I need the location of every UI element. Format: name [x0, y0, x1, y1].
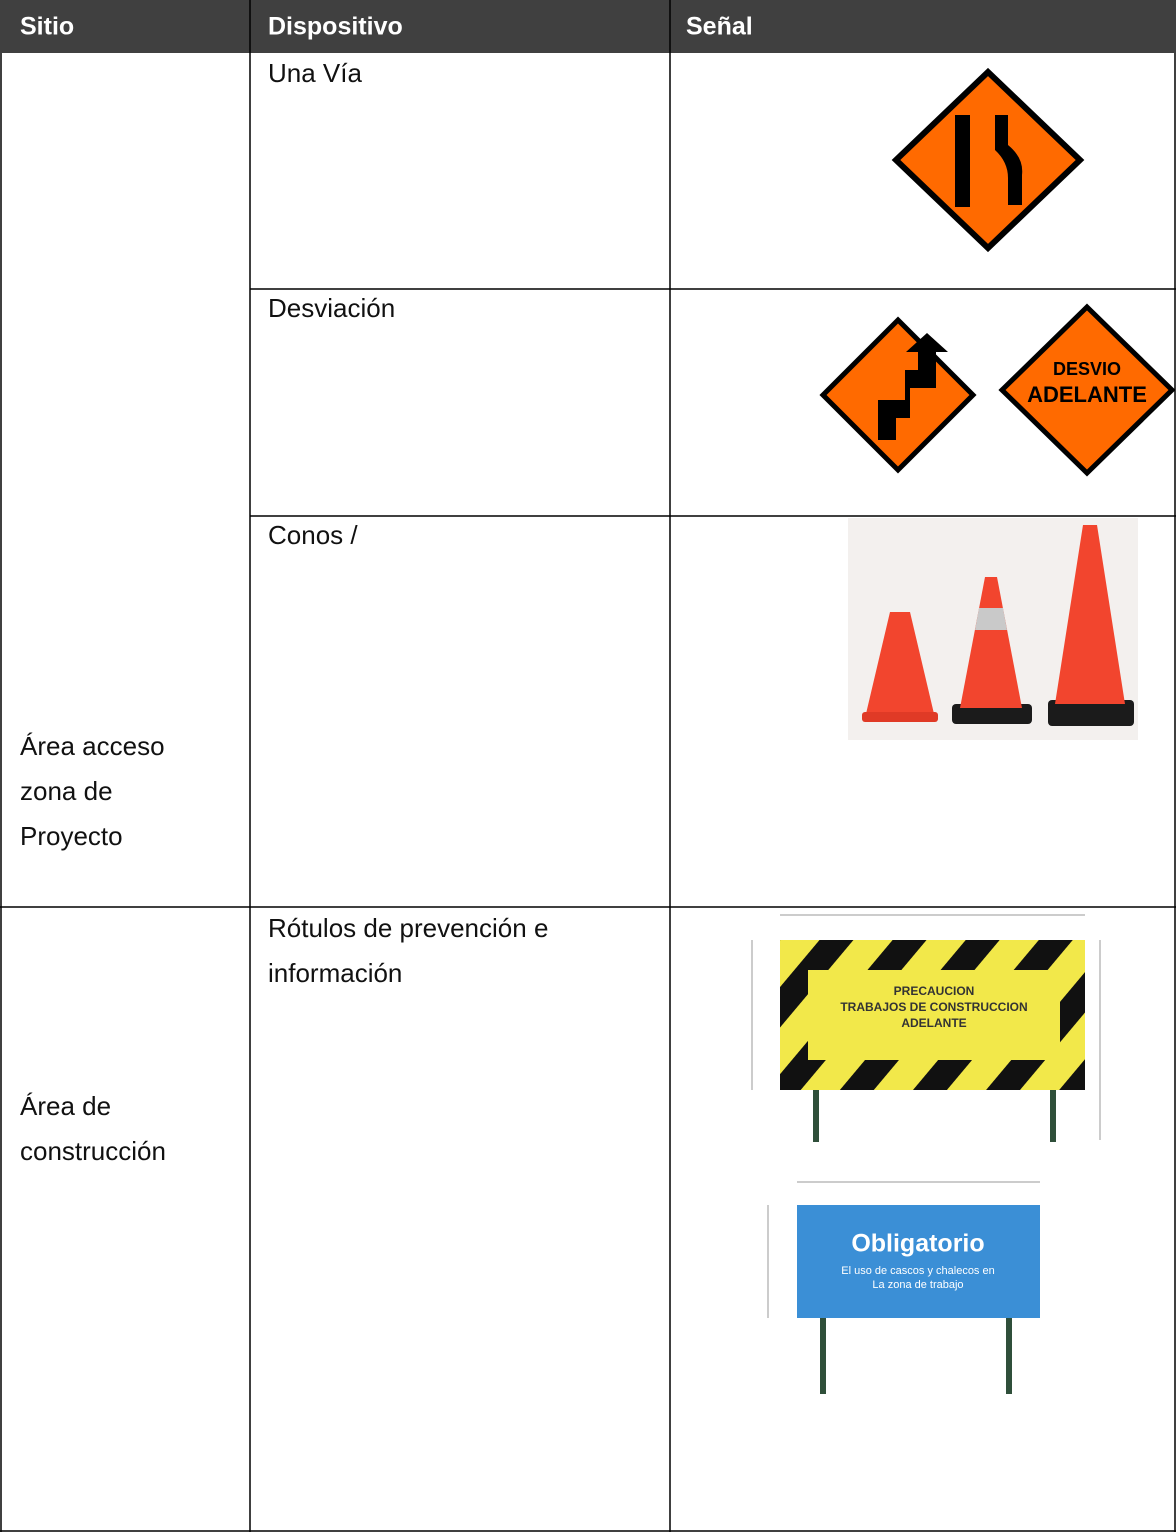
cell-text: información — [268, 958, 402, 988]
cell-text: Conos / — [268, 520, 358, 550]
header-row — [0, 0, 1176, 53]
curve-sign — [819, 316, 977, 474]
caution-sign: PRECAUCION TRABAJOS DE CONSTRUCCION ADEL… — [751, 914, 1101, 1142]
cell-text: zona de — [20, 776, 113, 806]
sign-text: ADELANTE — [901, 1016, 966, 1030]
cell-text: Desviación — [268, 293, 395, 323]
sign-text: PRECAUCION — [894, 984, 975, 998]
cell-text: Rótulos de prevención e — [268, 913, 548, 943]
sign-text: El uso de cascos y chalecos en — [841, 1265, 994, 1277]
cell-text: Proyecto — [20, 821, 123, 851]
header-cell: Dispositivo — [268, 13, 403, 41]
detour-sign: DESVIO ADELANTE — [998, 303, 1176, 477]
cell-text: Área acceso — [20, 731, 165, 761]
sign-text: TRABAJOS DE CONSTRUCCION — [840, 1000, 1027, 1014]
cell-text: construcción — [20, 1136, 166, 1166]
cell-text: Una Vía — [268, 58, 362, 88]
sign-text: DESVIO — [1053, 359, 1121, 379]
cell-text: Área de — [20, 1091, 111, 1121]
cones-image — [848, 518, 1138, 740]
sign-text: Obligatorio — [851, 1230, 984, 1258]
sign-text: ADELANTE — [1027, 382, 1147, 407]
sign-text: La zona de trabajo — [872, 1279, 963, 1291]
lane-closure-sign — [891, 67, 1085, 253]
header-cell: Señal — [686, 13, 753, 41]
header-cell: Sitio — [20, 13, 74, 41]
mandatory-sign: Obligatorio El uso de cascos y chalecos … — [767, 1181, 1040, 1394]
